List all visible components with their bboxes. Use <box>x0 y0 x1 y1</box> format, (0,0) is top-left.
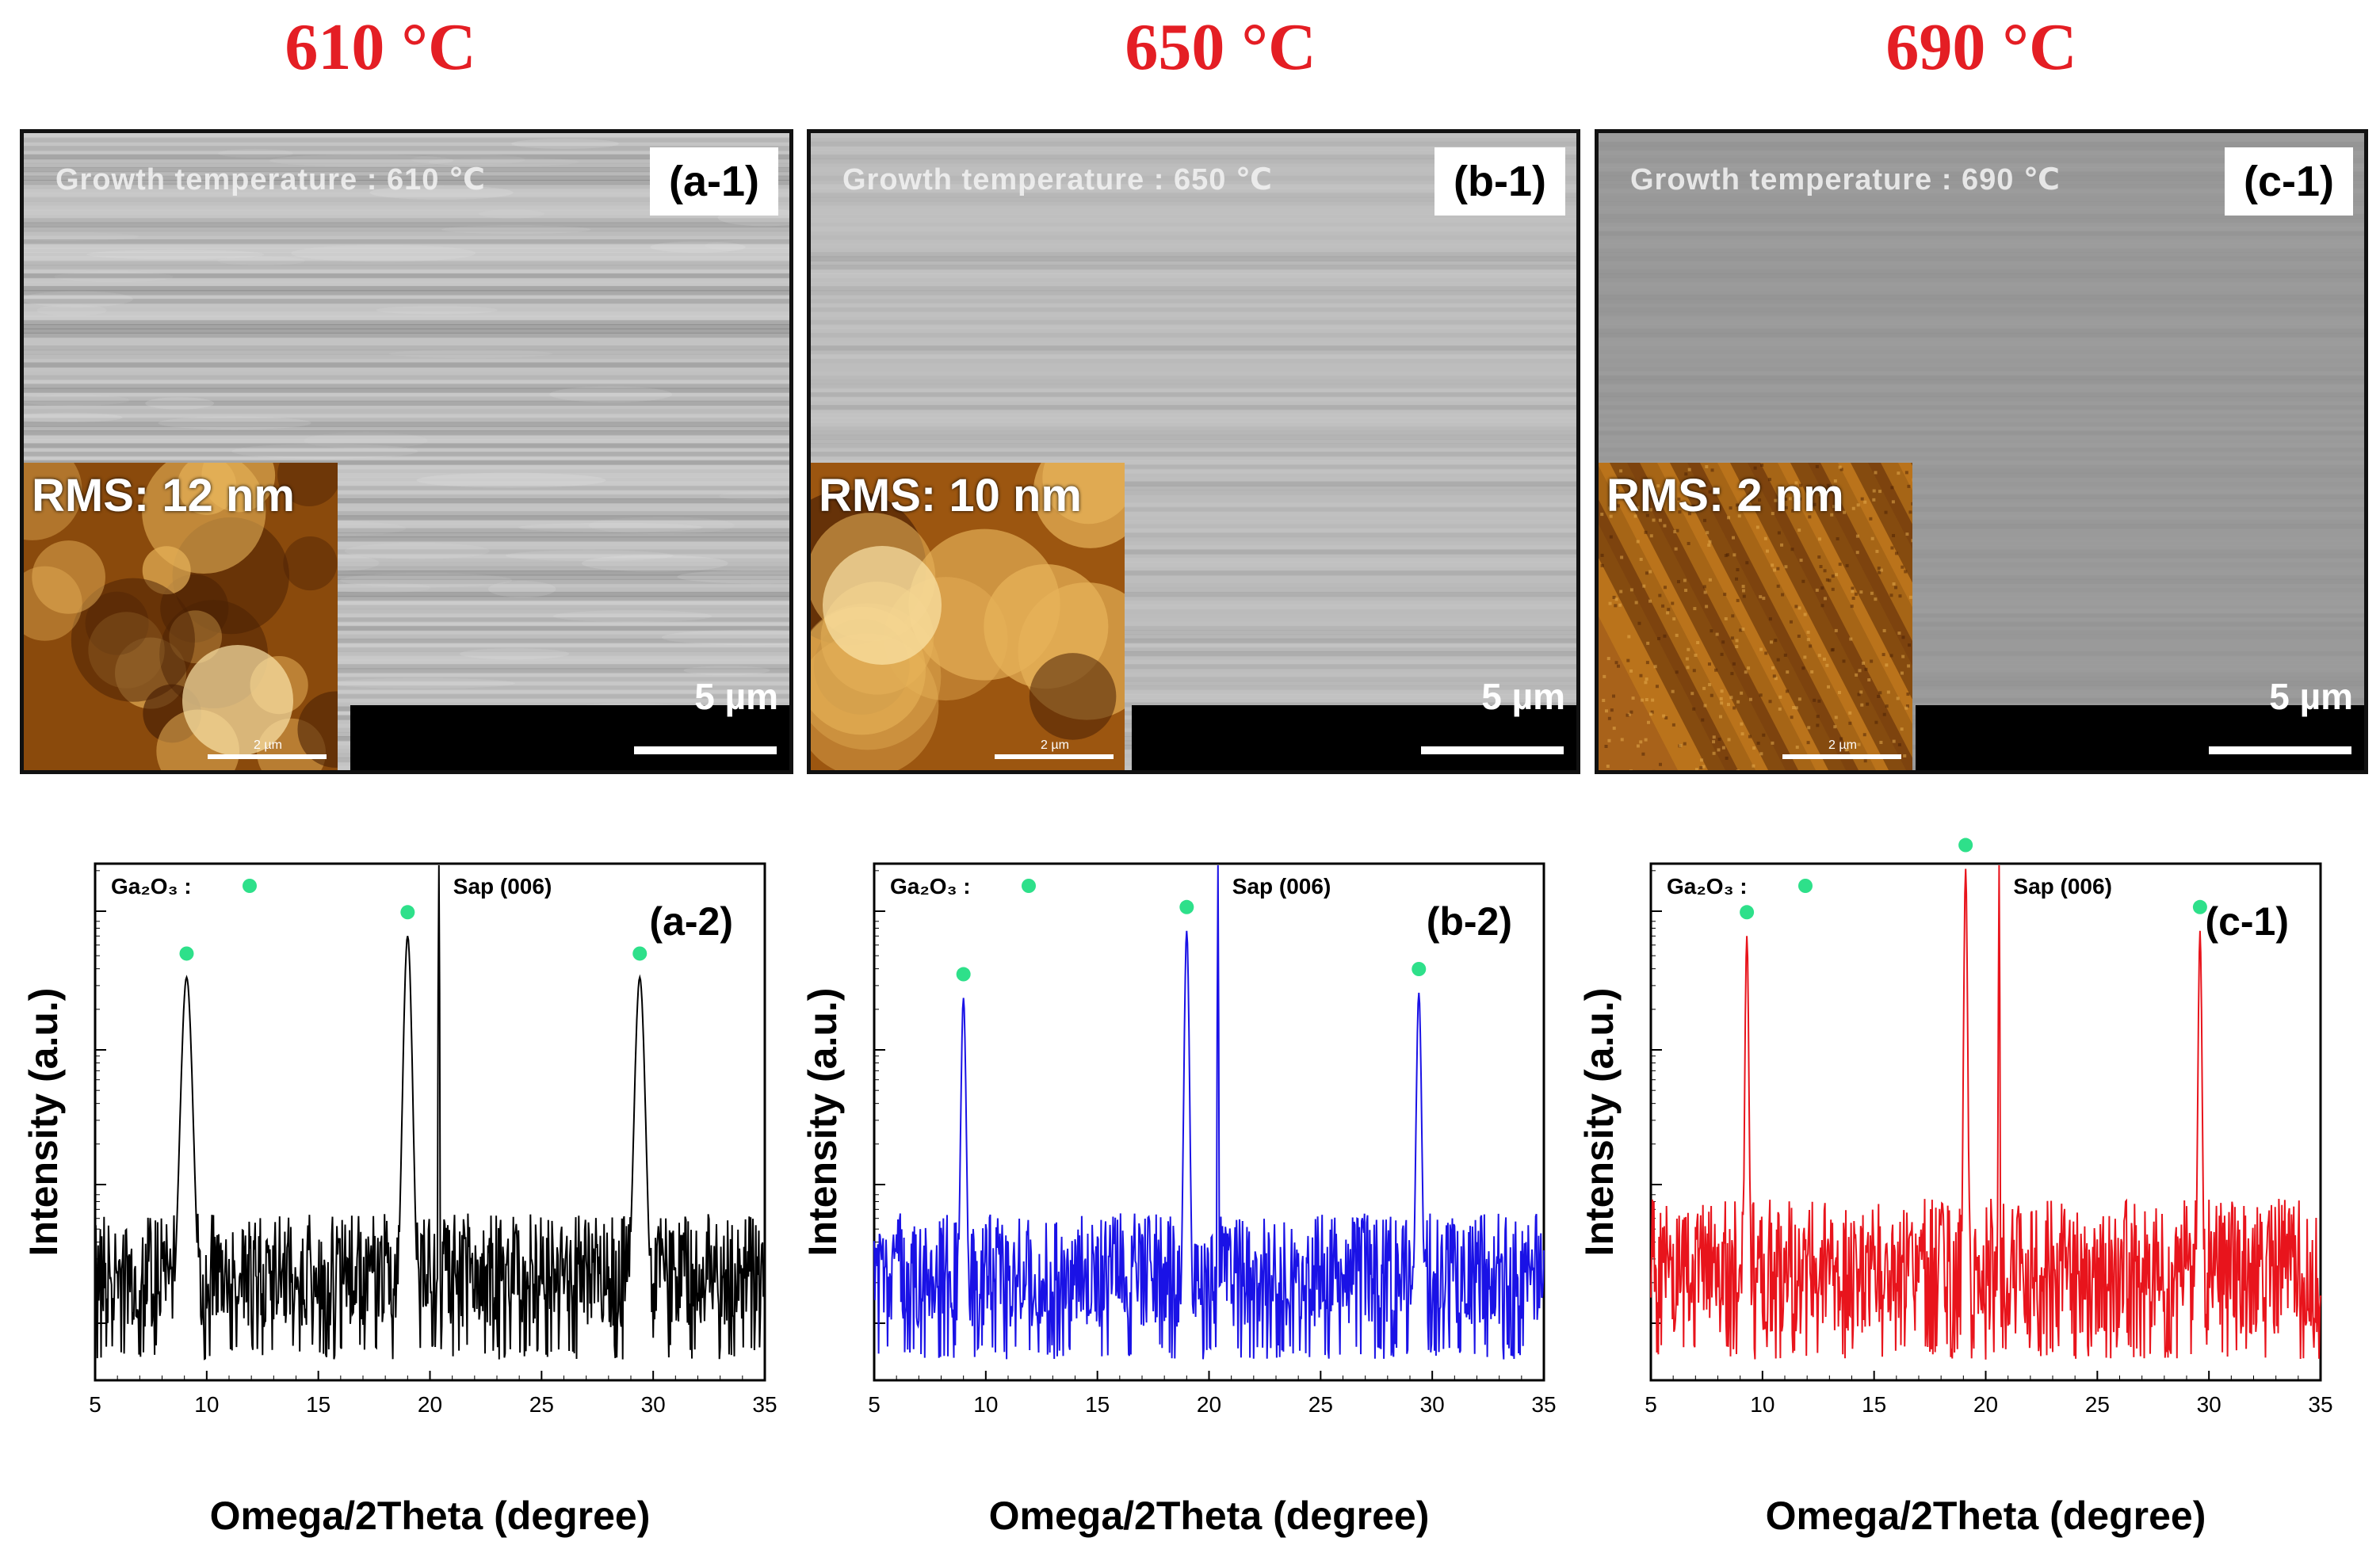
xrd-plot: 5 10 15 20 25 30 35 Ga₂O₃ : Sap (006) (c-1) Omega/… <box>1577 838 2333 1538</box>
x-tick-label: 30 <box>2197 1392 2221 1417</box>
afm-topography <box>24 463 338 770</box>
xrd-panel-label: (a-2) <box>649 899 733 944</box>
xrd-panel-label: (b-2) <box>1427 899 1512 944</box>
afm-scale-bar <box>208 754 327 759</box>
ga2o3-peak-marker <box>1412 962 1427 976</box>
sem-image-panel-a: Growth temperature : 610 ℃ (a-1) 5 µm RM… <box>20 129 793 774</box>
x-tick-label: 10 <box>973 1392 998 1417</box>
afm-scale-label: 2 µm <box>1041 738 1069 752</box>
panel-label-b1: (b-1) <box>1434 147 1565 216</box>
xrd-chart-b: 5 10 15 20 25 30 35 Ga₂O₃ : Sap (006) (b-2) Omega/… <box>779 832 1564 1553</box>
sem-scale-label: 5 µm <box>1481 676 1565 717</box>
afm-scale-bar <box>1782 754 1901 759</box>
x-tick-label: 25 <box>2085 1392 2110 1417</box>
sem-image-panel-c: Growth temperature : 690 ℃ (c-1) 5 µm RM… <box>1595 129 2368 774</box>
x-axis-label: Omega/2Theta (degree) <box>989 1494 1430 1538</box>
xrd-spectrum-line <box>1650 864 2321 1360</box>
sem-scale-bar <box>1421 746 1564 754</box>
panel-label-c1: (c-1) <box>2224 147 2353 216</box>
x-tick-label: 20 <box>418 1392 442 1417</box>
ga2o3-peak-marker <box>1740 905 1755 920</box>
x-tick-label: 5 <box>1645 1392 1657 1417</box>
x-tick-label: 25 <box>529 1392 554 1417</box>
growth-temperature-label: Growth temperature : 610 ℃ <box>55 163 486 197</box>
ga2o3-peak-marker <box>632 946 648 961</box>
x-tick-label: 35 <box>752 1392 777 1417</box>
scale-bar-band <box>350 705 789 770</box>
xrd-spectrum-line <box>873 864 1545 1360</box>
sem-scale-label: 5 µm <box>2269 676 2353 717</box>
temperature-heading-610: 610 °C <box>285 10 476 84</box>
xrd-spectrum-line <box>94 864 766 1360</box>
xrd-plot: 5 10 15 20 25 30 35 Ga₂O₃ : Sap (006) (a-2) Omega/… <box>21 862 777 1538</box>
xrd-panel-label: (c-1) <box>2205 899 2289 944</box>
xrd-chart-a: 5 10 15 20 25 30 35 Ga₂O₃ : Sap (006) (a-2) Omega/… <box>0 832 785 1553</box>
ga2o3-legend-label: Ga₂O₃ : <box>111 874 192 899</box>
y-axis-label: Intensity (a.u.) <box>800 988 845 1257</box>
afm-scale-label: 2 µm <box>1828 738 1857 752</box>
x-tick-label: 15 <box>1862 1392 1886 1417</box>
afm-scale-bar <box>995 754 1114 759</box>
sap-peak-label: Sap (006) <box>2013 874 2112 899</box>
afm-inset: RMS: 2 nm 2 µm <box>1599 463 1912 770</box>
ga2o3-peak-marker <box>956 967 971 982</box>
x-tick-label: 35 <box>1531 1392 1556 1417</box>
x-tick-label: 20 <box>1197 1392 1221 1417</box>
scale-bar-band <box>1132 705 1576 770</box>
temperature-heading-650: 650 °C <box>1125 10 1316 84</box>
ga2o3-peak-marker <box>2192 899 2207 914</box>
growth-temperature-label: Growth temperature : 690 ℃ <box>1630 163 2061 197</box>
growth-temperature-label: Growth temperature : 650 ℃ <box>842 163 1273 197</box>
ga2o3-peak-marker <box>400 905 415 920</box>
afm-topography <box>1599 463 1912 770</box>
xrd-plot: 5 10 15 20 25 30 35 Ga₂O₃ : Sap (006) (b-2) Omega/… <box>800 862 1557 1538</box>
x-tick-label: 10 <box>1750 1392 1774 1417</box>
afm-topography <box>811 463 1125 770</box>
xrd-chart-c: 5 10 15 20 25 30 35 Ga₂O₃ : Sap (006) (c-1) Omega/… <box>1556 832 2340 1553</box>
x-axis-label: Omega/2Theta (degree) <box>1766 1494 2206 1538</box>
x-tick-label: 5 <box>868 1392 881 1417</box>
ga2o3-legend-label: Ga₂O₃ : <box>890 874 971 899</box>
afm-scale-label: 2 µm <box>254 738 282 752</box>
x-tick-label: 5 <box>89 1392 101 1417</box>
x-tick-label: 20 <box>1973 1392 1998 1417</box>
afm-inset: RMS: 10 nm 2 µm <box>811 463 1125 770</box>
ga2o3-peak-marker <box>179 946 194 961</box>
afm-inset: RMS: 12 nm 2 µm <box>24 463 338 770</box>
panel-label-a1: (a-1) <box>649 147 778 216</box>
sap-peak-label: Sap (006) <box>453 874 552 899</box>
x-tick-label: 15 <box>306 1392 330 1417</box>
x-tick-label: 10 <box>194 1392 219 1417</box>
sem-scale-bar <box>634 746 777 754</box>
x-tick-label: 35 <box>2308 1392 2332 1417</box>
rms-label: RMS: 10 nm <box>819 470 1082 521</box>
y-axis-label: Intensity (a.u.) <box>21 988 66 1257</box>
ga2o3-peak-marker <box>1179 899 1194 914</box>
sem-scale-label: 5 µm <box>694 676 778 717</box>
x-tick-label: 30 <box>1420 1392 1445 1417</box>
x-axis-label: Omega/2Theta (degree) <box>210 1494 651 1538</box>
ga2o3-legend-marker <box>1798 879 1813 893</box>
x-tick-label: 30 <box>641 1392 666 1417</box>
temperature-heading-690: 690 °C <box>1885 10 2077 84</box>
rms-label: RMS: 2 nm <box>1606 470 1844 521</box>
ga2o3-legend-marker <box>1022 879 1036 893</box>
ga2o3-legend-marker <box>243 879 257 893</box>
ga2o3-legend-label: Ga₂O₃ : <box>1667 874 1748 899</box>
y-axis-label: Intensity (a.u.) <box>1577 988 1622 1257</box>
ga2o3-peak-marker <box>1958 838 1973 853</box>
sem-image-panel-b: Growth temperature : 650 ℃ (b-1) 5 µm RM… <box>807 129 1580 774</box>
x-tick-label: 15 <box>1085 1392 1110 1417</box>
rms-label: RMS: 12 nm <box>32 470 295 521</box>
scale-bar-band <box>1916 705 2364 770</box>
sem-scale-bar <box>2209 746 2351 754</box>
x-tick-label: 25 <box>1308 1392 1333 1417</box>
sap-peak-label: Sap (006) <box>1232 874 1331 899</box>
